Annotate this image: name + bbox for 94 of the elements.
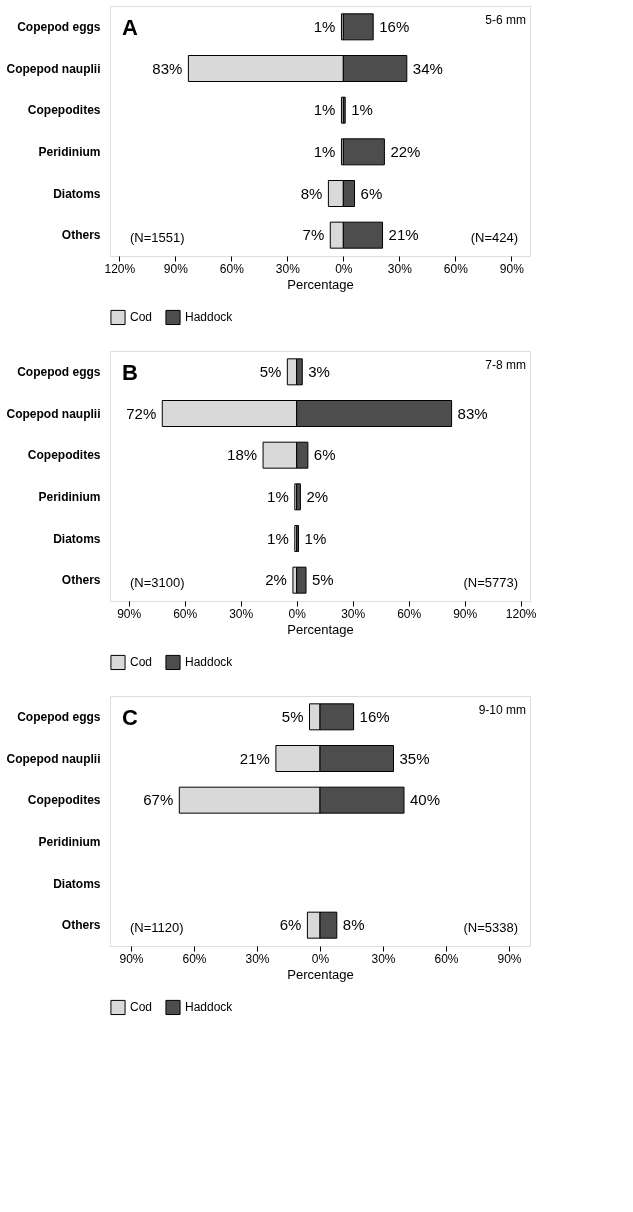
y-tick-label: Others — [61, 573, 101, 588]
legend-label: Haddock — [185, 655, 234, 670]
data-label: 40% — [410, 791, 441, 809]
data-label: 83% — [457, 404, 488, 422]
data-label: 34% — [412, 59, 443, 77]
x-tick-label: 60% — [219, 261, 245, 276]
data-label: 21% — [239, 749, 270, 767]
data-label: 21% — [388, 226, 419, 244]
x-tick-label: 90% — [119, 951, 144, 966]
data-label: 1% — [351, 101, 373, 119]
y-tick-label: Copepod nauplii — [6, 406, 101, 421]
y-tick-label: Others — [61, 228, 101, 243]
data-label: 72% — [126, 404, 157, 422]
data-label: 3% — [308, 362, 330, 380]
y-tick-label: Diatoms — [53, 531, 101, 546]
legend-label: Cod — [130, 310, 153, 325]
data-label: 83% — [152, 59, 183, 77]
y-tick-label: Copepodites — [27, 793, 101, 808]
y-tick-label: Copepodites — [27, 448, 101, 463]
data-label: 35% — [399, 749, 430, 767]
legend-label: Haddock — [185, 1000, 234, 1015]
data-label: 5% — [259, 362, 282, 380]
x-tick-label: 30% — [245, 951, 270, 966]
annotation: A — [122, 15, 138, 40]
x-tick-label: 60% — [182, 951, 207, 966]
y-tick-label: Copepod nauplii — [6, 61, 101, 76]
annotation: C — [122, 705, 138, 730]
data-label: 67% — [143, 791, 174, 809]
x-tick-label: 0% — [288, 606, 307, 621]
y-tick-label: Copepod nauplii — [6, 751, 101, 766]
x-axis-title: Percentage — [287, 276, 354, 292]
x-tick-label: 90% — [499, 261, 525, 276]
y-tick-label: Peridinium — [38, 489, 101, 504]
data-label: 2% — [265, 571, 287, 589]
legend-label: Haddock — [185, 310, 234, 325]
x-tick-label: 60% — [434, 951, 459, 966]
x-tick-label: 30% — [341, 606, 366, 621]
x-tick-label: 60% — [173, 606, 198, 621]
x-tick-label: 90% — [117, 606, 142, 621]
annotation: (N=1120) — [130, 920, 184, 935]
x-tick-label: 60% — [443, 261, 469, 276]
data-label: 1% — [267, 529, 289, 547]
x-axis-title: Percentage — [287, 966, 354, 982]
data-label: 7% — [302, 226, 325, 244]
legend-label: Cod — [130, 1000, 153, 1015]
annotation: (N=1551) — [130, 230, 185, 245]
data-label: 1% — [313, 101, 336, 119]
annotation: B — [122, 360, 138, 385]
data-label: 6% — [279, 916, 302, 934]
x-tick-label: 0% — [311, 951, 330, 966]
annotation: (N=3100) — [130, 575, 185, 590]
x-tick-label: 0% — [335, 261, 353, 276]
y-tick-label: Copepod eggs — [17, 364, 101, 379]
annotation: 7-8 mm — [485, 358, 526, 372]
y-tick-label: Others — [61, 918, 101, 933]
x-tick-label: 60% — [397, 606, 422, 621]
x-tick-label: 90% — [497, 951, 522, 966]
data-label: 1% — [304, 529, 327, 547]
y-tick-label: Copepod eggs — [17, 19, 101, 34]
data-label: 5% — [312, 571, 334, 589]
data-label: 2% — [306, 487, 329, 505]
data-label: 18% — [227, 446, 258, 464]
y-tick-label: Copepod eggs — [17, 709, 101, 724]
data-label: 16% — [379, 17, 410, 35]
x-axis-title: Percentage — [287, 621, 354, 637]
data-label: 1% — [313, 142, 336, 160]
x-tick-label: 120% — [104, 261, 136, 276]
x-tick-label: 90% — [163, 261, 189, 276]
x-tick-label: 30% — [387, 261, 413, 276]
data-label: 1% — [267, 487, 289, 505]
data-label: 22% — [390, 142, 421, 160]
annotation: 5-6 mm — [485, 13, 526, 27]
y-tick-label: Peridinium — [38, 834, 101, 849]
y-tick-label: Peridinium — [38, 144, 101, 159]
y-tick-label: Copepodites — [27, 103, 101, 118]
data-label: 8% — [300, 184, 323, 202]
data-label: 1% — [313, 17, 336, 35]
data-label: 16% — [359, 707, 390, 725]
data-label: 8% — [342, 916, 365, 934]
annotation: 9-10 mm — [478, 703, 526, 717]
x-tick-label: 30% — [229, 606, 254, 621]
x-tick-label: 30% — [371, 951, 396, 966]
x-tick-label: 90% — [453, 606, 478, 621]
x-tick-label: 120% — [505, 606, 537, 621]
x-tick-label: 30% — [275, 261, 301, 276]
annotation: (N=5338) — [463, 920, 518, 935]
y-tick-label: Diatoms — [53, 186, 101, 201]
legend-label: Cod — [130, 655, 153, 670]
annotation: (N=5773) — [463, 575, 518, 590]
annotation: (N=424) — [470, 230, 518, 245]
data-label: 6% — [313, 446, 336, 464]
y-tick-label: Diatoms — [53, 876, 101, 891]
data-label: 5% — [281, 707, 304, 725]
data-label: 6% — [360, 184, 383, 202]
